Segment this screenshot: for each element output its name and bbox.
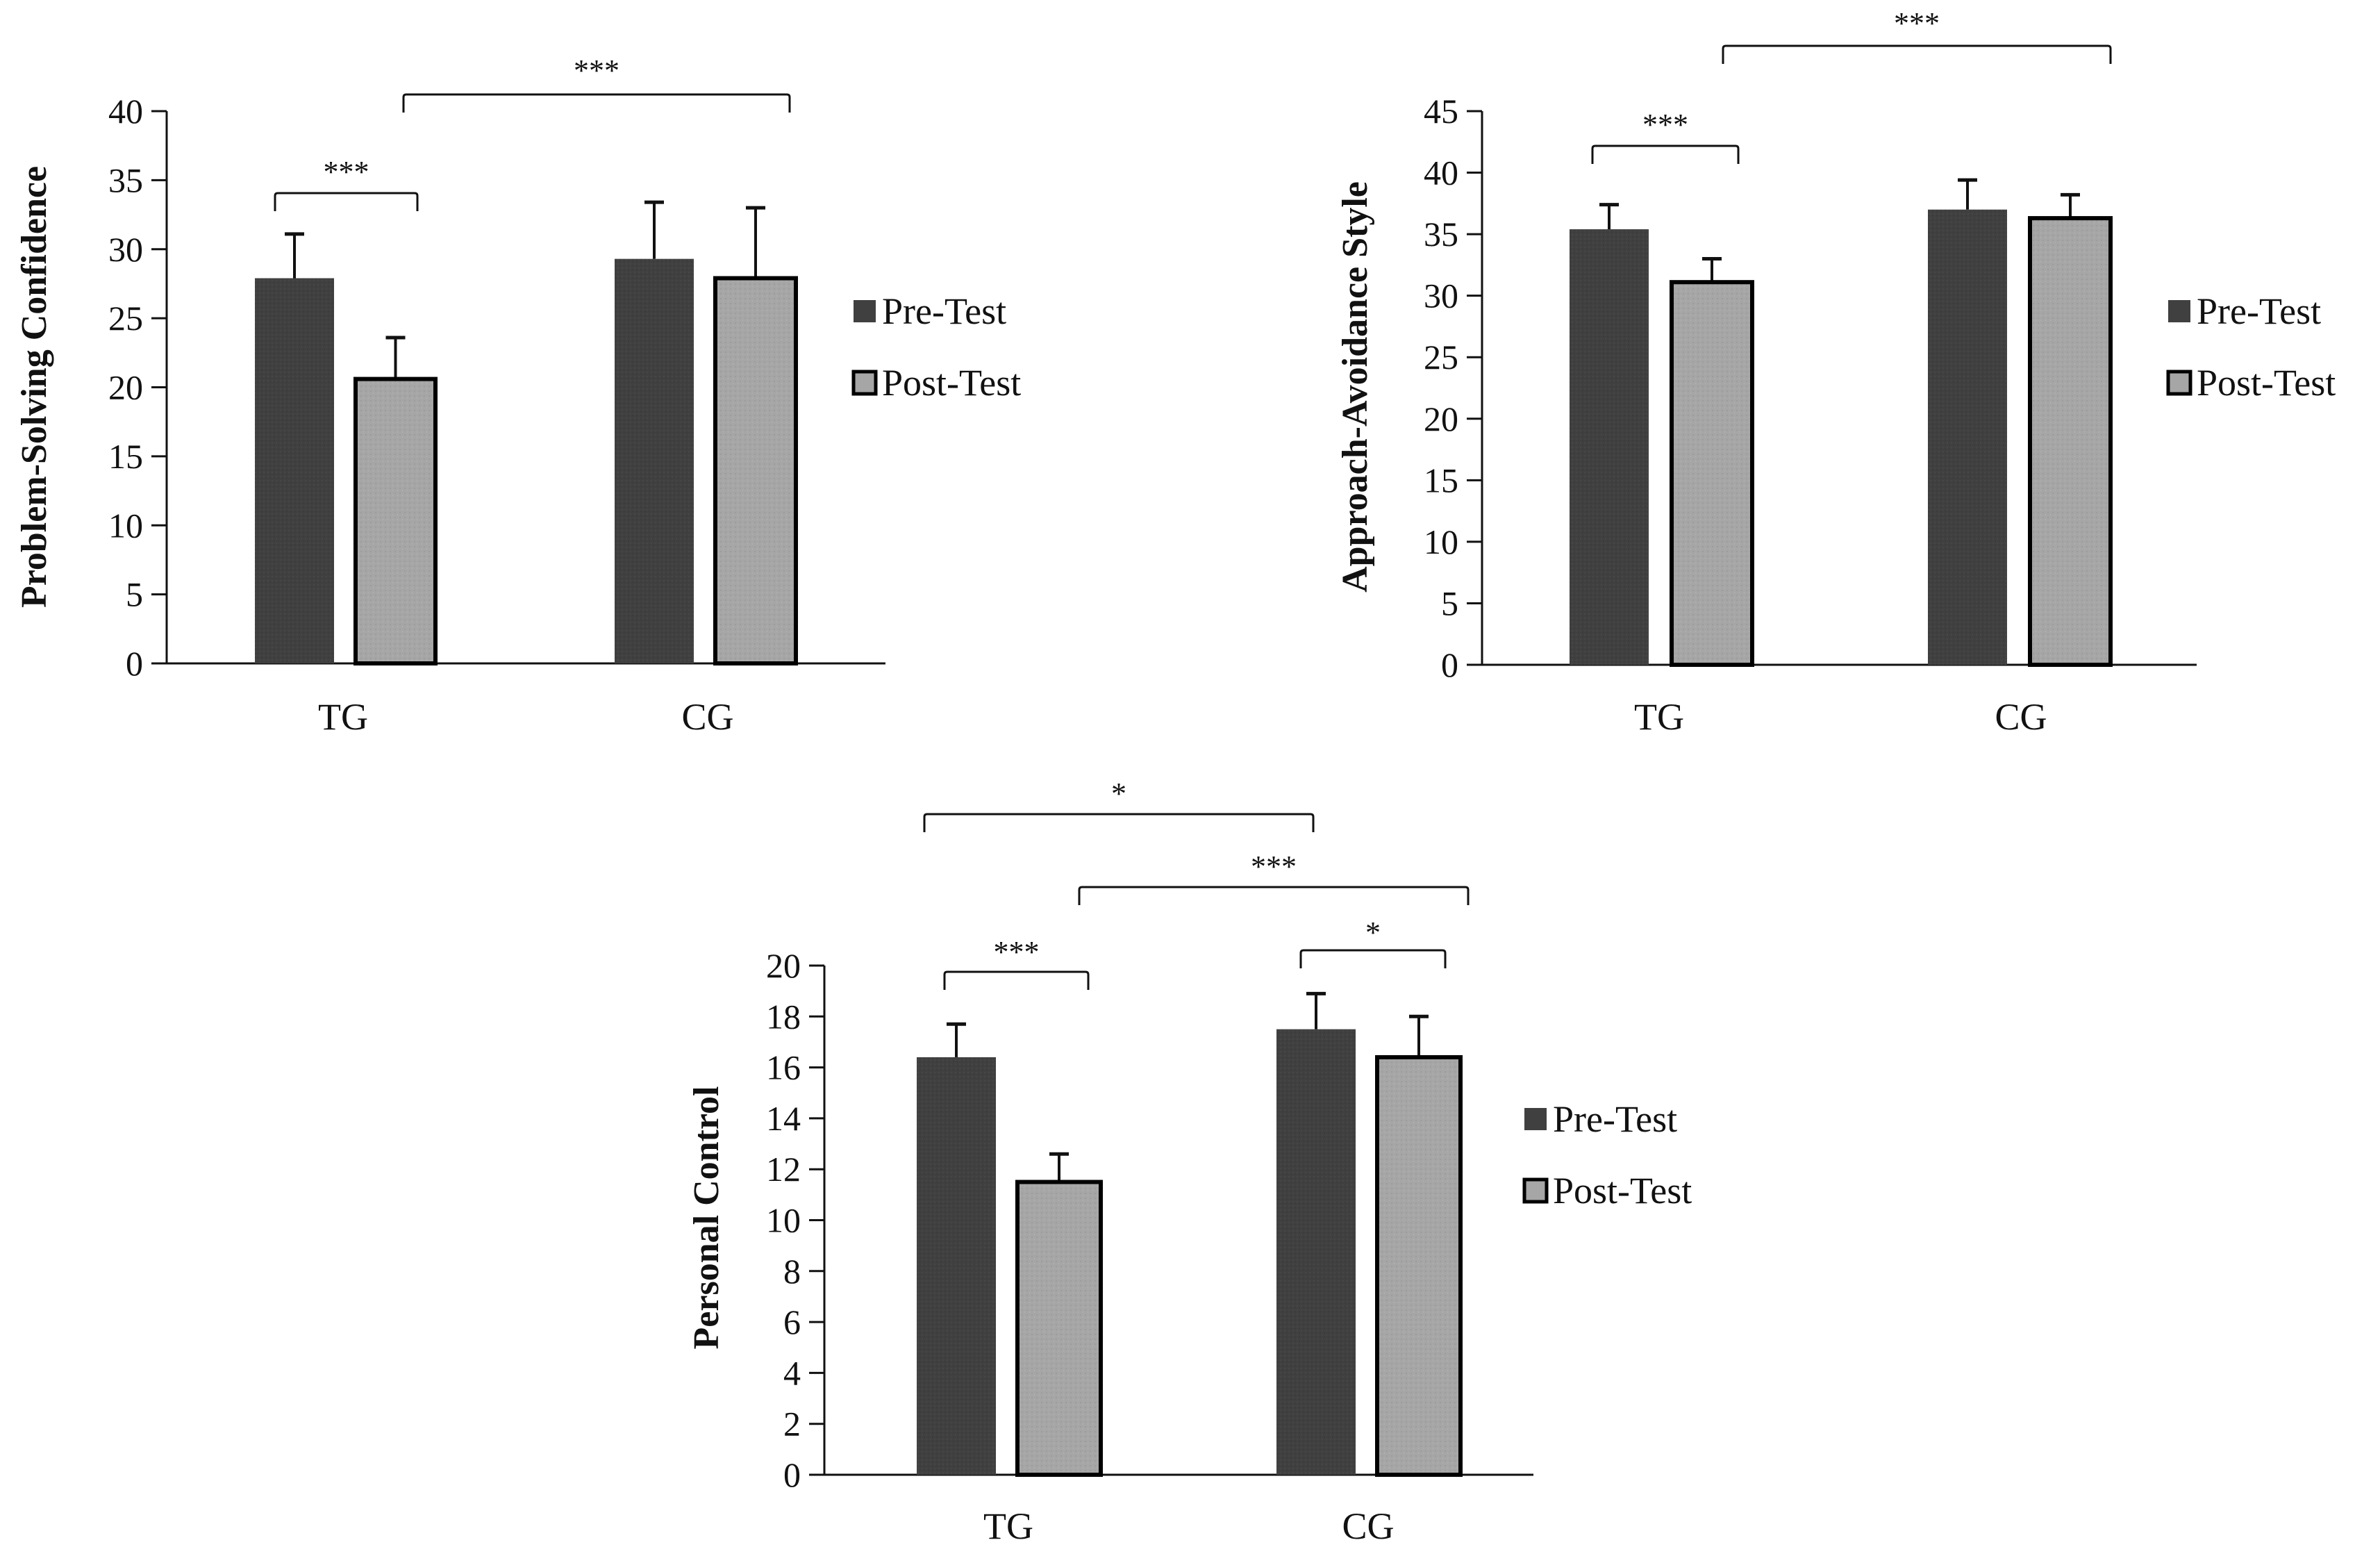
y-axis-title: Personal Control: [687, 1086, 726, 1350]
significance-bracket: [402, 93, 791, 113]
legend-swatch-post-test: [851, 370, 878, 396]
y-tick-label: 25: [1424, 338, 1458, 377]
bar-pre-test-tg: [1570, 229, 1649, 665]
x-category-label: CG: [681, 696, 733, 738]
legend: Pre-Test Post-Test: [851, 290, 1021, 404]
bar-post-test-tg: [1670, 280, 1754, 667]
y-tick-label: 16: [766, 1048, 801, 1087]
y-tick-label: 30: [108, 230, 143, 269]
bar-post-test-tg: [1015, 1180, 1103, 1478]
bar-pre-test-cg: [615, 258, 694, 664]
significance-bracket: [1722, 44, 2112, 64]
significance-label: *: [1365, 916, 1381, 950]
y-tick-label: 20: [108, 368, 143, 407]
y-tick-label: 6: [783, 1302, 801, 1341]
y-tick-label: 4: [783, 1353, 801, 1392]
y-tick-label: 12: [766, 1150, 801, 1189]
legend-label-pre-test: Pre-Test: [1553, 1098, 1677, 1140]
significance-bracket: [1591, 144, 1740, 164]
bar-post-test-cg: [1375, 1054, 1463, 1477]
y-tick-label: 15: [108, 437, 143, 476]
y-tick-label: 30: [1424, 276, 1458, 315]
significance-bracket: [1299, 949, 1447, 968]
significance-label: ***: [1642, 108, 1688, 142]
y-tick-label: 45: [1424, 92, 1458, 131]
y-tick-label: 5: [126, 575, 143, 614]
legend: Pre-Test Post-Test: [1522, 1098, 1692, 1211]
y-tick-label: 0: [1441, 645, 1458, 684]
significance-label: ***: [574, 53, 619, 88]
y-tick-label: 40: [108, 92, 143, 131]
y-tick-label: 35: [108, 160, 143, 199]
significance-label: ***: [1251, 850, 1297, 884]
y-tick-label: 5: [1441, 584, 1458, 622]
y-tick-label: 8: [783, 1252, 801, 1291]
legend-swatch-post-test: [2166, 370, 2192, 396]
bar-pre-test-tg: [255, 278, 334, 663]
legend-label-post-test: Post-Test: [1553, 1170, 1692, 1211]
x-category-label: CG: [1995, 696, 2047, 738]
legend-label-pre-test: Pre-Test: [2197, 290, 2321, 332]
legend-swatch-pre-test: [854, 300, 876, 322]
y-tick-label: 0: [783, 1455, 801, 1494]
significance-label: ***: [324, 155, 369, 189]
y-tick-label: 2: [783, 1405, 801, 1443]
legend-label-post-test: Post-Test: [2197, 362, 2336, 404]
x-category-label: TG: [1634, 696, 1684, 738]
y-tick-label: 20: [766, 946, 801, 985]
y-tick-label: 20: [1424, 399, 1458, 438]
bar-post-test-cg: [713, 276, 798, 665]
significance-bracket: [943, 970, 1090, 990]
y-axis-title: Approach-Avoidance Style: [1335, 181, 1375, 593]
x-category-label: CG: [1342, 1505, 1394, 1547]
legend-swatch-post-test: [1522, 1177, 1549, 1204]
significance-bracket: [923, 813, 1315, 832]
significance-label: ***: [1894, 6, 1940, 40]
chart-1: 0 5 10 15 20 25 30 35 40 Problem-Solving Confiden…: [15, 53, 1021, 738]
legend: Pre-Test Post-Test: [2166, 290, 2336, 404]
chart-2: 0 5 10 15 20 25 30 35 40 45 Approach-Avoidance Sty…: [1335, 6, 2336, 738]
legend-swatch-pre-test: [2168, 300, 2190, 322]
y-tick-label: 14: [766, 1099, 801, 1138]
significance-bracket: [1078, 886, 1470, 905]
significance-label: ***: [994, 935, 1040, 969]
legend-label-post-test: Post-Test: [882, 362, 1021, 404]
y-tick-label: 25: [108, 299, 143, 338]
y-tick-label: 10: [766, 1201, 801, 1240]
y-tick-label: 40: [1424, 154, 1458, 192]
significance-label: *: [1111, 777, 1126, 811]
y-tick-label: 10: [108, 506, 143, 545]
legend-label-pre-test: Pre-Test: [882, 290, 1006, 332]
bar-post-test-cg: [2028, 216, 2113, 667]
y-tick-label: 0: [126, 644, 143, 683]
y-tick-label: 35: [1424, 215, 1458, 254]
bar-pre-test-cg: [1276, 1029, 1356, 1475]
bar-pre-test-cg: [1928, 209, 2007, 665]
y-axis-title: Problem-Solving Confidence: [15, 166, 54, 608]
x-category-label: TG: [983, 1505, 1033, 1547]
x-category-label: TG: [318, 696, 368, 738]
significance-bracket: [274, 192, 419, 211]
y-tick-label: 15: [1424, 461, 1458, 499]
bar-post-test-tg: [353, 377, 438, 665]
y-tick-label: 10: [1424, 522, 1458, 561]
legend-swatch-pre-test: [1524, 1108, 1547, 1130]
bar-pre-test-tg: [917, 1057, 996, 1475]
y-tick-label: 18: [766, 997, 801, 1036]
